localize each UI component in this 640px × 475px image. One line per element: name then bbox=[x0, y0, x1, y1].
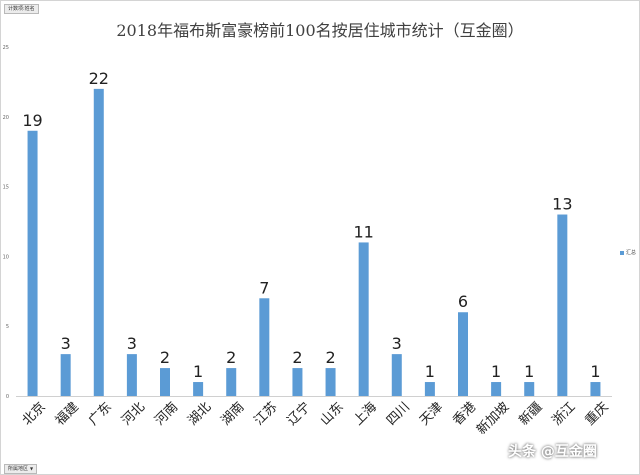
value-field-label: 计数项:姓名 bbox=[8, 6, 35, 12]
x-tick-label: 上海 bbox=[351, 400, 380, 429]
bar bbox=[93, 88, 104, 396]
bar bbox=[557, 214, 568, 396]
data-label: 2 bbox=[292, 348, 302, 367]
x-tick-label: 重庆 bbox=[582, 399, 612, 429]
watermark: 头条 @互金圈 bbox=[508, 444, 597, 460]
x-tick-label: 辽宁 bbox=[284, 399, 314, 429]
bar bbox=[292, 368, 303, 396]
data-label: 11 bbox=[353, 222, 373, 241]
bar bbox=[458, 312, 468, 396]
legend-label: 汇总 bbox=[626, 250, 637, 256]
bar bbox=[259, 298, 270, 396]
x-tick-label: 河北 bbox=[119, 400, 148, 429]
data-label: 1 bbox=[590, 362, 600, 381]
chart-title: 2018年福布斯富豪榜前100名按居住城市统计（互金圈） bbox=[116, 21, 524, 40]
x-tick-label: 湖南 bbox=[218, 399, 248, 429]
bar bbox=[27, 130, 38, 396]
chevron-down-icon: ▼ bbox=[30, 466, 34, 471]
data-label: 3 bbox=[61, 334, 71, 353]
x-tick-label: 福建 bbox=[53, 400, 82, 429]
y-tick-label: 5 bbox=[6, 324, 9, 330]
x-tick-label: 湖北 bbox=[185, 400, 214, 429]
y-tick-label: 20 bbox=[3, 115, 9, 121]
x-tick-label: 河南 bbox=[151, 399, 181, 429]
bar bbox=[325, 368, 336, 396]
x-tick-label: 香港 bbox=[450, 400, 479, 429]
bar bbox=[193, 382, 204, 396]
bar bbox=[590, 382, 601, 396]
data-label: 3 bbox=[392, 334, 402, 353]
data-label: 7 bbox=[259, 278, 269, 297]
bar bbox=[358, 242, 369, 396]
data-label: 2 bbox=[160, 348, 170, 367]
data-label: 1 bbox=[524, 362, 534, 381]
bar bbox=[524, 382, 535, 396]
x-tick-label: 浙江 bbox=[550, 400, 579, 429]
x-tick-label: 广东 bbox=[86, 400, 115, 429]
x-tick-label: 天津 bbox=[417, 400, 446, 429]
data-label: 1 bbox=[491, 362, 501, 381]
data-label: 13 bbox=[552, 195, 572, 214]
bar bbox=[391, 354, 402, 396]
y-tick-label: 10 bbox=[3, 254, 9, 260]
x-tick-label: 山东 bbox=[318, 400, 347, 429]
bar bbox=[160, 368, 170, 396]
data-label: 6 bbox=[458, 292, 468, 311]
data-label: 2 bbox=[226, 348, 236, 367]
bar bbox=[491, 382, 502, 396]
legend-swatch bbox=[620, 250, 624, 255]
x-tick-label: 新疆 bbox=[516, 399, 546, 429]
bar bbox=[126, 354, 137, 396]
legend: 汇总 bbox=[620, 249, 636, 256]
axis-field-label: 所属地区 bbox=[8, 466, 29, 472]
bar bbox=[424, 382, 435, 396]
x-tick-label: 北京 bbox=[20, 400, 49, 429]
data-label: 22 bbox=[89, 69, 109, 88]
bar bbox=[226, 368, 237, 396]
x-tick-label: 四川 bbox=[384, 400, 413, 429]
axis-field-button[interactable]: 所属地区 ▼ bbox=[4, 464, 38, 474]
x-tick-label: 新加坡 bbox=[473, 399, 512, 438]
x-tick-label: 江苏 bbox=[251, 399, 281, 429]
bar bbox=[60, 354, 71, 396]
data-label: 19 bbox=[22, 111, 42, 130]
data-label: 2 bbox=[325, 348, 335, 367]
y-tick-label: 25 bbox=[3, 45, 9, 51]
data-label: 1 bbox=[193, 362, 203, 381]
data-label: 1 bbox=[425, 362, 435, 381]
data-label: 3 bbox=[127, 334, 137, 353]
value-field-button[interactable]: 计数项:姓名 bbox=[4, 4, 39, 14]
y-tick-label: 15 bbox=[3, 185, 9, 191]
y-tick-label: 0 bbox=[6, 394, 9, 400]
